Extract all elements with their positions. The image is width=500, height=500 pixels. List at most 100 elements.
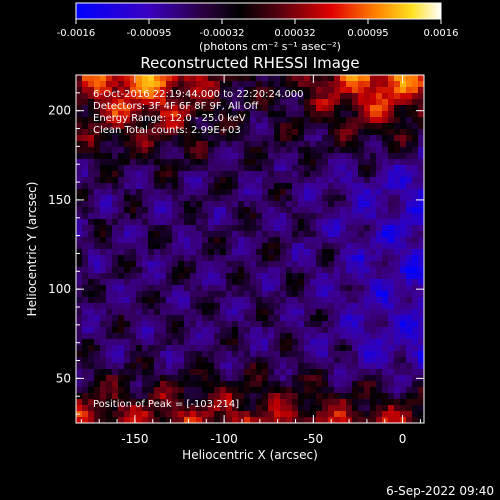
heatmap-pixel	[400, 339, 407, 346]
heatmap-pixel	[136, 333, 143, 340]
heatmap-pixel	[166, 285, 173, 292]
heatmap-pixel	[280, 405, 287, 412]
heatmap-pixel	[340, 417, 347, 423]
heatmap-pixel	[82, 369, 89, 376]
heatmap-pixel	[316, 183, 323, 190]
heatmap-pixel	[256, 243, 263, 250]
heatmap-pixel	[376, 345, 383, 352]
heatmap-pixel	[190, 411, 197, 418]
heatmap-pixel	[316, 237, 323, 244]
heatmap-pixel	[232, 87, 239, 94]
heatmap-pixel	[184, 411, 191, 418]
heatmap-pixel	[142, 123, 149, 130]
heatmap-pixel	[388, 375, 395, 382]
heatmap-pixel	[370, 357, 377, 364]
heatmap-pixel	[142, 357, 149, 364]
heatmap-pixel	[226, 231, 233, 238]
heatmap-pixel	[274, 279, 281, 286]
heatmap-pixel	[118, 141, 125, 148]
heatmap-pixel	[160, 387, 167, 394]
heatmap-pixel	[190, 393, 197, 400]
heatmap-pixel	[154, 243, 161, 250]
heatmap-pixel	[226, 327, 233, 334]
heatmap-pixel	[226, 141, 233, 148]
heatmap-pixel	[400, 249, 407, 256]
heatmap-pixel	[406, 207, 413, 214]
heatmap-pixel	[214, 81, 221, 88]
heatmap-pixel	[178, 189, 185, 196]
heatmap-pixel	[76, 297, 83, 304]
heatmap-pixel	[166, 123, 173, 130]
heatmap-pixel	[94, 321, 101, 328]
heatmap-pixel	[280, 135, 287, 142]
heatmap-pixel	[76, 207, 83, 214]
heatmap-pixel	[262, 75, 269, 82]
heatmap-pixel	[172, 351, 179, 358]
heatmap-pixel	[88, 177, 95, 184]
heatmap-pixel	[268, 273, 275, 280]
heatmap-pixel	[292, 201, 299, 208]
heatmap-pixel	[292, 171, 299, 178]
heatmap-pixel	[226, 279, 233, 286]
heatmap-pixel	[220, 381, 227, 388]
heatmap-pixel	[262, 93, 269, 100]
heatmap-pixel	[154, 357, 161, 364]
heatmap-pixel	[418, 183, 424, 190]
heatmap-pixel	[388, 225, 395, 232]
heatmap-pixel	[160, 345, 167, 352]
heatmap-pixel	[268, 249, 275, 256]
heatmap-pixel	[160, 279, 167, 286]
heatmap-pixel	[142, 237, 149, 244]
heatmap-pixel	[196, 177, 203, 184]
heatmap-pixel	[346, 117, 353, 124]
heatmap-pixel	[94, 117, 101, 124]
heatmap-pixel	[130, 249, 137, 256]
heatmap-pixel	[154, 297, 161, 304]
heatmap-pixel	[196, 315, 203, 322]
heatmap-pixel	[244, 207, 251, 214]
heatmap-pixel	[262, 117, 269, 124]
heatmap-pixel	[274, 105, 281, 112]
heatmap-pixel	[202, 279, 209, 286]
heatmap-pixel	[202, 243, 209, 250]
heatmap-pixel	[88, 273, 95, 280]
heatmap-pixel	[124, 165, 131, 172]
heatmap-pixel	[274, 387, 281, 394]
heatmap-pixel	[394, 333, 401, 340]
heatmap-pixel	[130, 315, 137, 322]
heatmap-pixel	[274, 183, 281, 190]
heatmap-pixel	[370, 261, 377, 268]
heatmap-pixel	[328, 231, 335, 238]
heatmap-pixel	[112, 123, 119, 130]
heatmap-pixel	[214, 369, 221, 376]
heatmap-pixel	[316, 303, 323, 310]
heatmap-pixel	[382, 375, 389, 382]
heatmap-pixel	[382, 369, 389, 376]
heatmap-pixel	[316, 201, 323, 208]
heatmap-pixel	[286, 309, 293, 316]
heatmap-pixel	[352, 171, 359, 178]
heatmap-pixel	[238, 87, 245, 94]
heatmap-pixel	[274, 267, 281, 274]
heatmap-pixel	[94, 207, 101, 214]
heatmap-pixel	[268, 345, 275, 352]
heatmap-pixel	[388, 135, 395, 142]
heatmap-pixel	[364, 249, 371, 256]
heatmap-pixel	[226, 381, 233, 388]
heatmap-pixel	[346, 219, 353, 226]
heatmap-pixel	[118, 117, 125, 124]
heatmap-pixel	[244, 249, 251, 256]
heatmap-pixel	[406, 297, 413, 304]
heatmap-pixel	[406, 345, 413, 352]
heatmap-pixel	[76, 189, 83, 196]
heatmap-pixel	[316, 351, 323, 358]
heatmap-pixel	[280, 327, 287, 334]
heatmap-pixel	[112, 165, 119, 172]
heatmap-pixel	[196, 309, 203, 316]
heatmap-pixel	[208, 369, 215, 376]
heatmap-pixel	[82, 141, 89, 148]
heatmap-pixel	[136, 369, 143, 376]
heatmap-pixel	[328, 237, 335, 244]
heatmap-pixel	[160, 135, 167, 142]
heatmap-pixel	[364, 327, 371, 334]
